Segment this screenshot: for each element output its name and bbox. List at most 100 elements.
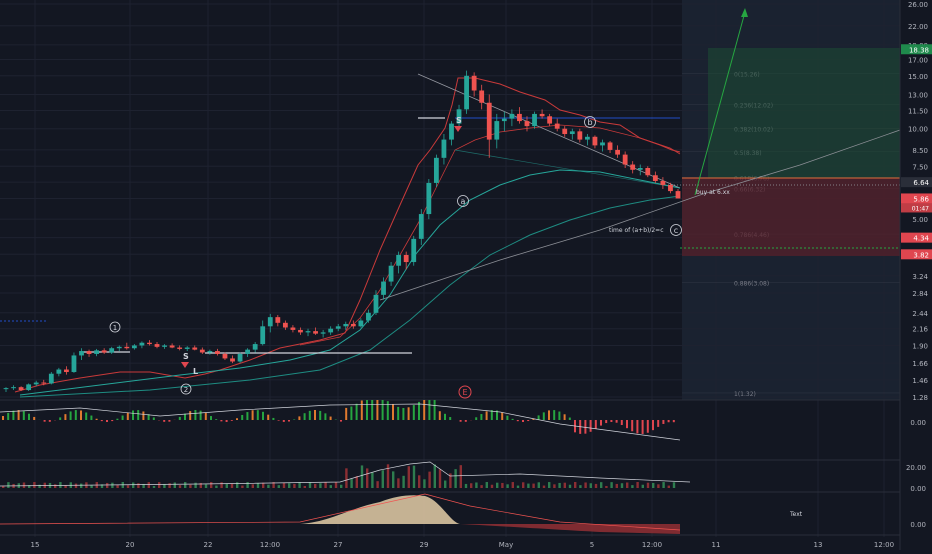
candle-body[interactable] bbox=[358, 321, 363, 327]
candle-body[interactable] bbox=[170, 345, 175, 347]
candle-body[interactable] bbox=[147, 343, 152, 344]
candle-body[interactable] bbox=[11, 387, 16, 388]
candle-body[interactable] bbox=[381, 282, 386, 295]
candle-body[interactable] bbox=[207, 351, 212, 352]
candle-body[interactable] bbox=[494, 121, 499, 139]
candle-body[interactable] bbox=[306, 331, 311, 332]
candle-body[interactable] bbox=[102, 350, 107, 352]
candle-body[interactable] bbox=[72, 355, 77, 372]
candle-body[interactable] bbox=[389, 266, 394, 282]
candle-body[interactable] bbox=[291, 328, 296, 330]
candle-body[interactable] bbox=[366, 313, 371, 321]
time-tick-label: 22 bbox=[204, 541, 213, 549]
candle-body[interactable] bbox=[4, 388, 9, 389]
candle-body[interactable] bbox=[260, 326, 265, 344]
candle-body[interactable] bbox=[351, 324, 356, 326]
candle-body[interactable] bbox=[192, 348, 197, 350]
candle-body[interactable] bbox=[645, 168, 650, 175]
candle-body[interactable] bbox=[223, 354, 228, 358]
volume-bar bbox=[465, 484, 467, 488]
candle-body[interactable] bbox=[608, 142, 613, 149]
candle-body[interactable] bbox=[479, 91, 484, 103]
candle-body[interactable] bbox=[411, 239, 416, 262]
candle-body[interactable] bbox=[200, 350, 205, 353]
candle-body[interactable] bbox=[275, 317, 280, 323]
candle-body[interactable] bbox=[56, 370, 61, 374]
candle-body[interactable] bbox=[404, 255, 409, 262]
candle-body[interactable] bbox=[79, 351, 84, 355]
candle-body[interactable] bbox=[283, 323, 288, 328]
candle-body[interactable] bbox=[215, 351, 220, 354]
osc-bar bbox=[657, 420, 659, 427]
candle-body[interactable] bbox=[162, 345, 167, 346]
osc-bar bbox=[194, 410, 196, 420]
candle-body[interactable] bbox=[185, 348, 190, 349]
candle-body[interactable] bbox=[532, 114, 537, 126]
candle-body[interactable] bbox=[472, 76, 477, 91]
candle-body[interactable] bbox=[26, 384, 31, 390]
candle-body[interactable] bbox=[117, 347, 122, 348]
candle-body[interactable] bbox=[41, 383, 46, 384]
candle-body[interactable] bbox=[517, 114, 522, 121]
candle-body[interactable] bbox=[593, 137, 598, 146]
candle-body[interactable] bbox=[64, 370, 69, 373]
candle-body[interactable] bbox=[94, 350, 99, 354]
candle-body[interactable] bbox=[298, 330, 303, 332]
candle-body[interactable] bbox=[623, 155, 628, 165]
candle-body[interactable] bbox=[449, 124, 454, 140]
candle-body[interactable] bbox=[87, 351, 92, 354]
candle-body[interactable] bbox=[49, 374, 54, 384]
candle-body[interactable] bbox=[155, 344, 160, 347]
candle-body[interactable] bbox=[570, 131, 575, 134]
candle-body[interactable] bbox=[396, 255, 401, 266]
candle-body[interactable] bbox=[124, 347, 129, 348]
candle-body[interactable] bbox=[230, 358, 235, 361]
candle-body[interactable] bbox=[585, 137, 590, 140]
candle-body[interactable] bbox=[577, 131, 582, 139]
candle-body[interactable] bbox=[547, 116, 552, 123]
candle-body[interactable] bbox=[562, 129, 567, 134]
candle-body[interactable] bbox=[600, 142, 605, 145]
candle-body[interactable] bbox=[442, 140, 447, 158]
candle-body[interactable] bbox=[419, 214, 424, 239]
candle-body[interactable] bbox=[525, 121, 530, 126]
buy-annotation[interactable]: buy at 6.xx bbox=[696, 189, 730, 196]
candle-body[interactable] bbox=[487, 103, 492, 140]
candle-body[interactable] bbox=[177, 348, 182, 349]
candle-body[interactable] bbox=[630, 165, 635, 170]
candle-body[interactable] bbox=[638, 168, 643, 170]
candle-body[interactable] bbox=[268, 317, 273, 326]
candle-body[interactable] bbox=[676, 191, 681, 198]
candle-body[interactable] bbox=[509, 114, 514, 119]
volume-bar bbox=[595, 484, 597, 488]
candle-body[interactable] bbox=[253, 344, 258, 350]
candle-body[interactable] bbox=[615, 150, 620, 155]
candle-body[interactable] bbox=[540, 114, 545, 116]
candle-body[interactable] bbox=[426, 183, 431, 214]
candle-body[interactable] bbox=[34, 383, 39, 385]
profit-zone[interactable] bbox=[708, 48, 900, 178]
candle-body[interactable] bbox=[321, 332, 326, 333]
candle-body[interactable] bbox=[313, 331, 318, 333]
candle-body[interactable] bbox=[336, 326, 341, 328]
candle-body[interactable] bbox=[374, 295, 379, 313]
candle-body[interactable] bbox=[238, 354, 243, 362]
candle-body[interactable] bbox=[434, 158, 439, 183]
candle-body[interactable] bbox=[132, 345, 137, 348]
candle-body[interactable] bbox=[653, 175, 658, 181]
candle-body[interactable] bbox=[555, 124, 560, 129]
candle-body[interactable] bbox=[140, 343, 145, 346]
candle-body[interactable] bbox=[502, 119, 507, 121]
candle-body[interactable] bbox=[328, 329, 333, 333]
candle-body[interactable] bbox=[19, 387, 24, 390]
candle-body[interactable] bbox=[464, 76, 469, 110]
text-tool-label[interactable]: Text bbox=[789, 511, 803, 518]
candle-body[interactable] bbox=[109, 348, 114, 352]
candle-body[interactable] bbox=[660, 181, 665, 185]
candle-body[interactable] bbox=[343, 324, 348, 326]
candle-body[interactable] bbox=[668, 185, 673, 191]
time-annotation[interactable]: time of (a+b)/2=c bbox=[609, 227, 664, 234]
candle-body[interactable] bbox=[245, 350, 250, 354]
